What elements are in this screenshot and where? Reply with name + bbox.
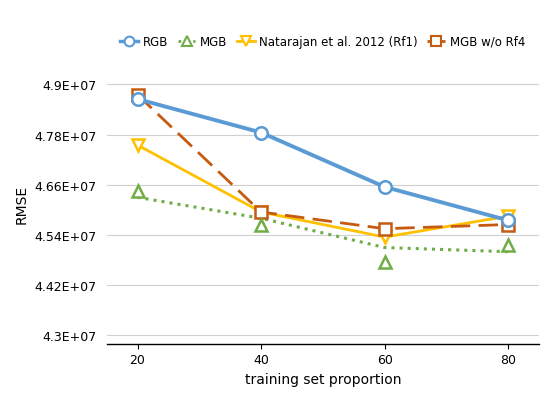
X-axis label: training set proportion: training set proportion	[244, 372, 401, 386]
Legend: RGB, MGB, Natarajan et al. 2012 (Rf1), MGB w/o Rf4: RGB, MGB, Natarajan et al. 2012 (Rf1), M…	[116, 31, 530, 53]
Y-axis label: RMSE: RMSE	[15, 184, 29, 224]
